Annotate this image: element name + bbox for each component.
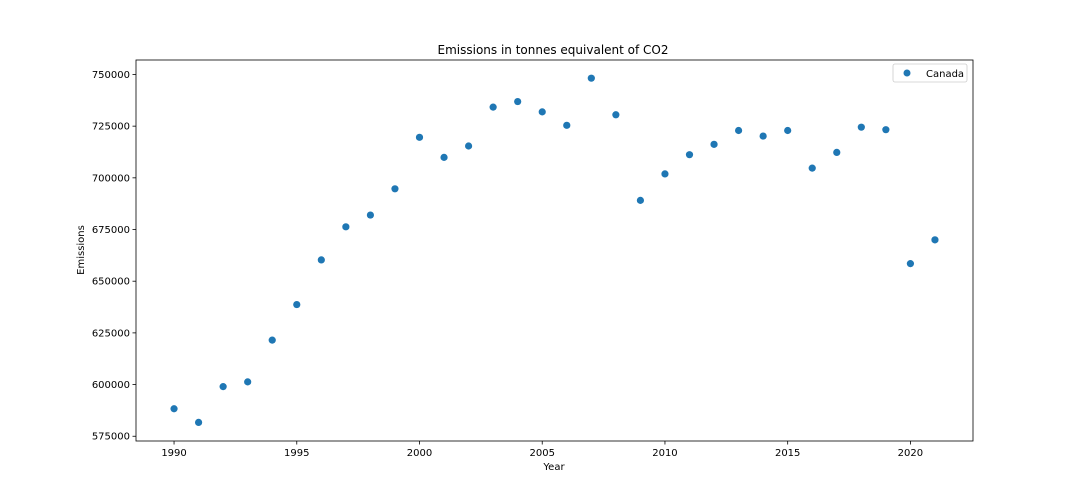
data-point	[906, 260, 915, 268]
data-point	[366, 211, 375, 219]
y-tick-label: 700000	[92, 173, 130, 184]
x-tick-label: 2015	[775, 448, 800, 459]
y-axis-label: Emissions	[76, 225, 87, 275]
data-point	[931, 236, 939, 244]
data-point	[833, 148, 841, 157]
legend: Canada	[892, 63, 968, 83]
data-point	[563, 121, 571, 129]
data-point	[636, 196, 645, 204]
data-point	[685, 151, 694, 159]
y-axis: 575000 600000 625000 650000 675000 700000 7250…	[92, 70, 136, 443]
data-point	[415, 133, 424, 141]
data-point	[268, 336, 276, 344]
data-point	[808, 164, 816, 172]
data-point	[882, 126, 890, 134]
legend-marker-canada	[903, 69, 911, 77]
data-point	[710, 140, 718, 148]
legend-box	[892, 63, 968, 83]
data-point	[342, 223, 350, 231]
data-point	[194, 418, 203, 426]
data-point	[464, 142, 473, 150]
data-point	[587, 74, 595, 82]
chart-title: Emissions in tonnes equivalent of CO2	[438, 43, 669, 57]
data-point	[293, 300, 301, 309]
y-tick-label: 750000	[92, 70, 130, 81]
data-point	[219, 383, 227, 391]
data-point	[538, 108, 546, 116]
x-tick-label: 2000	[407, 448, 432, 459]
data-point	[784, 126, 792, 135]
data-point	[440, 153, 448, 161]
y-tick-label: 600000	[92, 380, 130, 391]
y-tick-label: 675000	[92, 225, 130, 236]
data-point	[612, 111, 620, 119]
x-tick-label: 1995	[284, 448, 309, 459]
data-point	[734, 126, 743, 135]
data-point	[244, 378, 252, 386]
x-tick-label: 2010	[652, 448, 677, 459]
y-tick-label: 725000	[92, 122, 130, 133]
data-point	[489, 103, 497, 111]
x-tick-label: 2020	[898, 448, 923, 459]
data-point	[391, 185, 399, 193]
y-tick-label: 625000	[92, 328, 130, 339]
x-tick-label: 2005	[530, 448, 555, 459]
x-tick-label: 1990	[161, 448, 186, 459]
plot-frame	[135, 59, 974, 442]
series-canada-points	[170, 74, 939, 426]
y-tick-label: 650000	[92, 277, 130, 288]
data-point	[857, 123, 865, 131]
x-axis-label: Year	[542, 462, 565, 473]
data-point	[170, 405, 178, 413]
y-tick-label: 575000	[92, 432, 130, 443]
data-point	[317, 256, 325, 264]
data-point	[661, 170, 669, 178]
data-point	[759, 132, 767, 140]
data-point	[514, 97, 522, 106]
legend-label-canada: Canada	[926, 69, 964, 80]
x-axis: 1990 1995 2000 2005 2010 2015 2020	[161, 441, 923, 459]
